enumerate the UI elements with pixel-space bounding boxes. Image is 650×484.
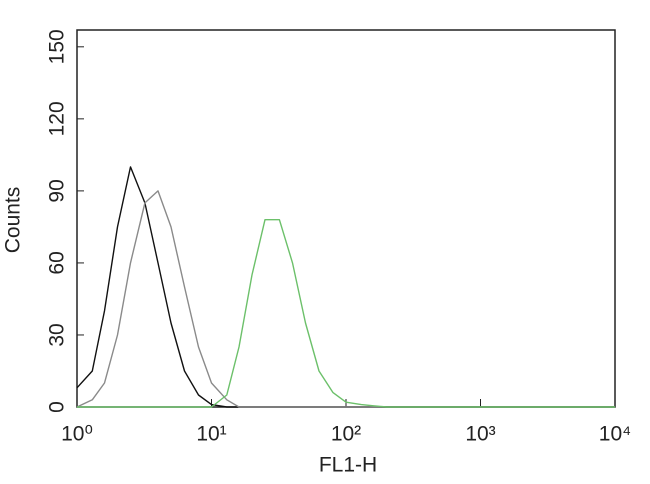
x-axis-label: FL1-H: [319, 454, 377, 477]
y-tick-label: 30: [46, 323, 69, 346]
x-tick-label: 10³: [465, 423, 495, 446]
series-line: [77, 219, 615, 408]
y-tick-label: 150: [46, 29, 69, 64]
x-tick-label: 10⁴: [599, 423, 631, 446]
y-tick-label: 0: [46, 401, 69, 413]
y-axis-label: Counts: [2, 187, 25, 254]
series-line: [76, 166, 615, 408]
x-tick-label: 10²: [331, 423, 361, 446]
x-tick-label: 10⁰: [61, 423, 93, 446]
y-tick-label: 90: [46, 179, 69, 202]
y-tick-label: 60: [46, 251, 69, 274]
x-tick-label: 10¹: [196, 423, 226, 446]
series-line: [76, 190, 615, 408]
y-tick-label: 120: [46, 101, 69, 136]
plot-frame: [76, 29, 616, 408]
